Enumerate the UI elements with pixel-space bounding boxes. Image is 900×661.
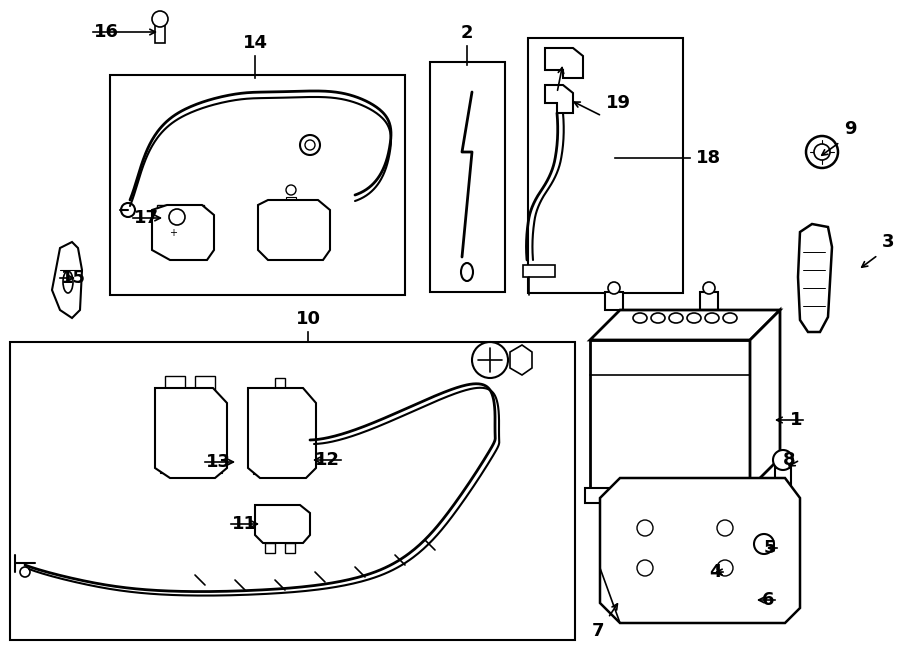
Polygon shape [750,310,780,488]
Bar [528,38,683,293]
Bar [585,488,755,503]
Text: 7: 7 [591,622,604,640]
Text: 18: 18 [696,149,721,167]
Bar [110,75,405,295]
Bar [289,398,303,453]
Bar [160,458,222,473]
Bar [285,543,295,553]
Text: 11: 11 [232,515,257,533]
Circle shape [773,450,793,470]
Text: 12: 12 [315,451,340,469]
Text: 8: 8 [783,451,796,469]
Text: 15: 15 [61,269,86,287]
Bar [157,205,179,220]
Circle shape [305,140,315,150]
Circle shape [169,209,185,225]
Bar [265,543,275,553]
Bar [705,498,765,593]
Bar [165,376,185,390]
Circle shape [754,534,774,554]
Ellipse shape [633,313,647,323]
Text: 17: 17 [134,209,159,227]
Bar [523,265,555,277]
Text: 6: 6 [761,591,774,609]
Bar [625,498,685,593]
Text: 10: 10 [295,310,320,328]
Bar [182,205,204,220]
Bar [253,398,267,453]
Polygon shape [52,242,82,318]
Circle shape [608,282,620,294]
Ellipse shape [705,313,719,323]
Bar [163,403,185,453]
Bar [260,513,302,533]
Text: 9: 9 [844,120,857,138]
Bar [10,342,575,640]
Circle shape [806,136,838,168]
Ellipse shape [669,313,683,323]
Polygon shape [152,205,214,260]
Bar [263,210,277,240]
Circle shape [152,11,168,27]
Bar [191,403,213,453]
Polygon shape [510,345,532,375]
Polygon shape [258,200,330,260]
Bar [680,574,710,594]
Polygon shape [600,478,800,623]
Text: 1: 1 [789,411,802,429]
Circle shape [703,282,715,294]
Polygon shape [155,388,227,478]
Text: 13: 13 [206,453,231,471]
Bar [726,600,750,610]
Polygon shape [255,505,310,543]
Text: 4: 4 [709,563,722,581]
Text: 3: 3 [882,233,895,251]
Bar [684,578,706,590]
Bar [590,340,750,488]
Polygon shape [798,224,832,332]
Polygon shape [545,85,573,113]
Text: 19: 19 [606,94,631,112]
Bar [700,292,718,310]
Ellipse shape [723,313,737,323]
Text: 2: 2 [461,24,473,42]
Bar [283,210,297,240]
Text: 16: 16 [94,23,119,41]
Bar [271,398,285,453]
Circle shape [814,144,830,160]
Text: 14: 14 [242,34,267,52]
Circle shape [286,185,296,195]
Text: +: + [169,228,177,238]
Bar [756,546,772,578]
Ellipse shape [461,263,473,281]
Bar [430,62,505,292]
Bar [195,376,215,390]
Bar [775,462,791,494]
Bar [605,292,623,310]
Polygon shape [590,310,780,340]
Bar [253,456,309,474]
Circle shape [300,135,320,155]
Ellipse shape [687,313,701,323]
Bar [286,197,296,205]
Ellipse shape [651,313,665,323]
Polygon shape [545,48,583,78]
Text: 5: 5 [763,539,776,557]
Bar [303,210,317,240]
Bar [275,378,285,390]
Polygon shape [248,388,316,478]
Bar [155,25,165,43]
Bar [722,596,754,614]
